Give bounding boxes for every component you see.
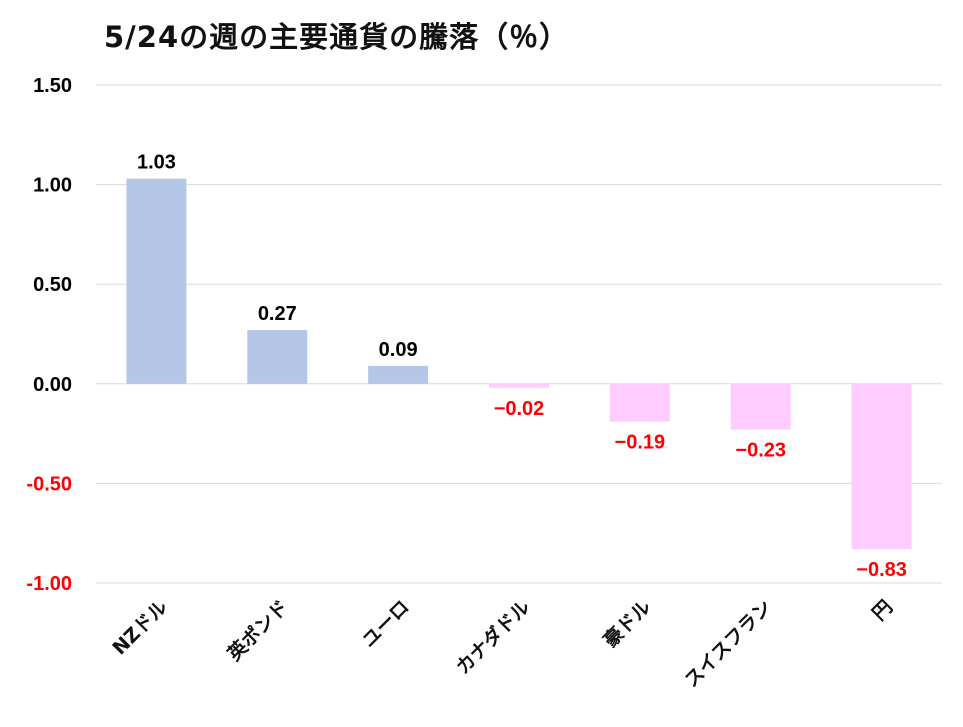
data-label: 0.27 — [258, 303, 297, 325]
data-label: −0.19 — [615, 432, 666, 454]
x-tick-label: 豪ドル — [599, 595, 656, 652]
x-tick-label: スイスフラン — [680, 596, 776, 692]
x-tick-label: 円 — [868, 596, 897, 625]
y-tick-label: -0.50 — [26, 473, 72, 495]
y-axis: 1.50 1.00 0.50 0.00 -0.50 -1.00 — [26, 75, 72, 595]
data-label: 1.03 — [137, 152, 176, 174]
x-tick-label: 英ポンド — [223, 595, 293, 665]
bar — [489, 383, 549, 388]
bar — [126, 178, 187, 384]
bar — [368, 365, 429, 384]
y-tick-label: 0.50 — [33, 274, 72, 296]
y-tick-label: 1.00 — [33, 175, 72, 197]
x-tick-label: NZドル — [109, 596, 172, 659]
x-tick-label: カナダドル — [451, 595, 534, 678]
x-tick-label: ユーロ — [358, 596, 414, 652]
data-label: 0.09 — [379, 339, 418, 361]
bar — [730, 383, 791, 430]
bar — [851, 383, 912, 550]
data-label: −0.83 — [856, 559, 907, 581]
data-labels: 1.03 0.27 0.09 −0.02 −0.19 −0.23 −0.83 — [137, 152, 907, 582]
bars — [126, 178, 912, 550]
y-tick-label: 0.00 — [33, 374, 72, 396]
x-axis: NZドル 英ポンド ユーロ カナダドル 豪ドル スイスフラン 円 — [109, 595, 898, 691]
y-tick-label: -1.00 — [26, 573, 72, 595]
y-tick-label: 1.50 — [33, 75, 72, 97]
bar — [609, 383, 670, 422]
gridlines — [96, 84, 942, 584]
chart-title: 5/24の週の主要通貨の騰落（％） — [104, 20, 570, 54]
data-label: −0.23 — [735, 440, 786, 462]
bar — [247, 330, 308, 384]
data-label: −0.02 — [494, 398, 545, 420]
